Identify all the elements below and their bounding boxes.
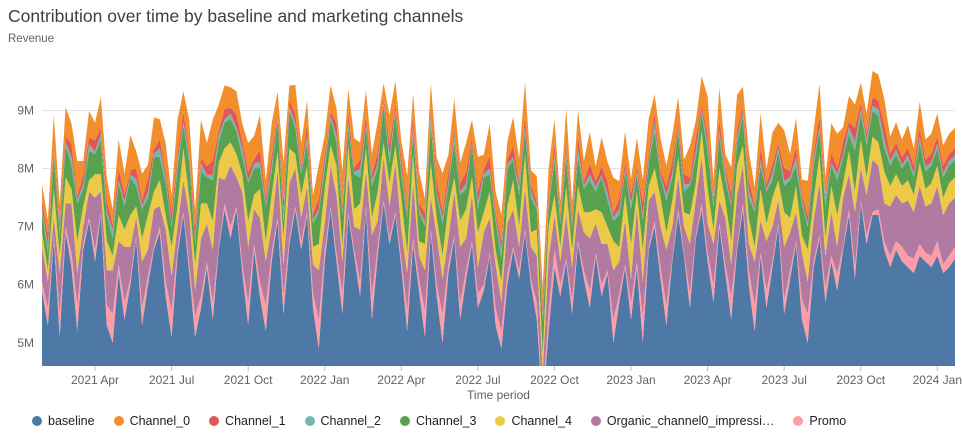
legend-label: baseline [48,414,95,428]
area-baseline[interactable] [42,203,955,410]
x-tick-label: 2023 Jul [761,373,806,387]
legend-label: Organic_channel0_impressi… [606,414,775,428]
legend-label: Promo [809,414,847,428]
legend-swatch-icon [793,416,804,426]
area-Channel_3[interactable] [42,104,955,355]
legend-label: Channel_2 [320,414,381,428]
legend-swatch-icon [304,416,315,426]
legend-swatch-icon [495,416,506,426]
legend-label: Channel_0 [129,414,191,428]
x-tick-label: 2021 Oct [224,373,273,387]
chart-legend: baseline Channel_0 Channel_1 Channel_2 Chann… [32,414,846,428]
x-tick-label: 2023 Jan [606,373,655,387]
x-tick-label: 2022 Oct [530,373,579,387]
area-Channel_2[interactable] [42,102,955,323]
legend-label: Channel_4 [511,414,572,428]
stacked-area-plot[interactable]: 5M 6M 7M 8M 9M 2021 Apr 2021 Jul 2021 Oct 2022 J… [0,0,962,410]
legend-swatch-icon [32,416,42,426]
x-axis-title: Time period [467,388,530,402]
legend-item-Channel_0[interactable]: Channel_0 [113,414,191,428]
area-Promo[interactable] [42,200,955,407]
x-tick-label: 2023 Oct [836,373,885,387]
legend-label: Channel_1 [225,414,286,428]
legend-item-Channel_1[interactable]: Channel_1 [209,414,286,428]
legend-item-baseline[interactable]: baseline [32,414,95,428]
x-tick-label: 2022 Apr [377,373,425,387]
area-Channel_1[interactable] [42,97,955,316]
legend-item-Organic_channel0_impressi…[interactable]: Organic_channel0_impressi… [590,414,775,428]
legend-label: Channel_3 [415,414,477,428]
area-Organic_channel0_impressi…[interactable] [42,156,955,401]
y-axis-title: Revenue [8,33,55,45]
legend-item-Channel_2[interactable]: Channel_2 [304,414,381,428]
y-tick-label: 6M [17,278,34,292]
x-tick-label: 2021 Apr [71,373,119,387]
x-tick-label: 2021 Jul [149,373,194,387]
x-tick-label: 2023 Apr [684,373,732,387]
legend-swatch-icon [590,416,601,426]
chart-title: Contribution over time by baseline and m… [8,6,464,26]
y-tick-label: 5M [17,336,34,350]
y-tick-label: 8M [17,162,34,176]
y-tick-label: 7M [17,220,34,234]
legend-swatch-icon [399,416,410,426]
x-tick-label: 2024 Jan [913,373,962,387]
legend-item-Channel_3[interactable]: Channel_3 [399,414,477,428]
legend-item-Channel_4[interactable]: Channel_4 [495,414,572,428]
y-tick-label: 9M [17,103,34,117]
legend-swatch-icon [209,416,220,426]
x-tick-label: 2022 Jan [300,373,349,387]
legend-item-Promo[interactable]: Promo [793,414,846,428]
x-tick-label: 2022 Jul [455,373,500,387]
legend-swatch-icon [113,416,124,426]
